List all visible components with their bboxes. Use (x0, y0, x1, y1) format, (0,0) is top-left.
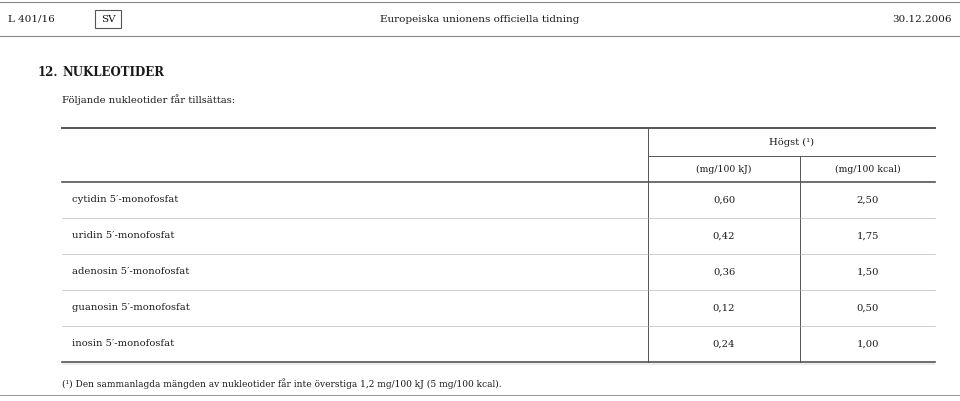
Text: 0,12: 0,12 (712, 304, 735, 312)
Text: SV: SV (101, 14, 115, 24)
Text: 0,42: 0,42 (712, 231, 735, 241)
Text: 0,24: 0,24 (712, 340, 735, 348)
Text: 0,36: 0,36 (713, 267, 735, 277)
Text: uridin 5′-monofosfat: uridin 5′-monofosfat (72, 231, 175, 241)
Text: 1,00: 1,00 (856, 340, 878, 348)
Text: 0,60: 0,60 (713, 196, 735, 205)
Text: 12.: 12. (38, 65, 59, 79)
Text: 0,50: 0,50 (856, 304, 878, 312)
Text: inosin 5′-monofosfat: inosin 5′-monofosfat (72, 340, 174, 348)
Text: (mg/100 kcal): (mg/100 kcal) (834, 164, 900, 174)
FancyBboxPatch shape (95, 10, 121, 28)
Text: 2,50: 2,50 (856, 196, 878, 205)
Text: 1,50: 1,50 (856, 267, 878, 277)
Text: 1,75: 1,75 (856, 231, 878, 241)
Text: Europeiska unionens officiella tidning: Europeiska unionens officiella tidning (380, 14, 580, 24)
Text: Högst (¹): Högst (¹) (769, 138, 814, 146)
Text: cytidin 5′-monofosfat: cytidin 5′-monofosfat (72, 196, 179, 205)
Text: guanosin 5′-monofosfat: guanosin 5′-monofosfat (72, 304, 190, 312)
Text: NUKLEOTIDER: NUKLEOTIDER (62, 65, 164, 79)
Text: 30.12.2006: 30.12.2006 (893, 14, 952, 24)
Text: (¹) Den sammanlagda mängden av nukleotider får inte överstiga 1,2 mg/100 kJ (5 m: (¹) Den sammanlagda mängden av nukleotid… (62, 379, 502, 389)
Text: L 401/16: L 401/16 (8, 14, 55, 24)
Text: adenosin 5′-monofosfat: adenosin 5′-monofosfat (72, 267, 189, 277)
Text: (mg/100 kJ): (mg/100 kJ) (696, 164, 752, 174)
Text: Följande nukleotider får tillsättas:: Följande nukleotider får tillsättas: (62, 95, 235, 105)
